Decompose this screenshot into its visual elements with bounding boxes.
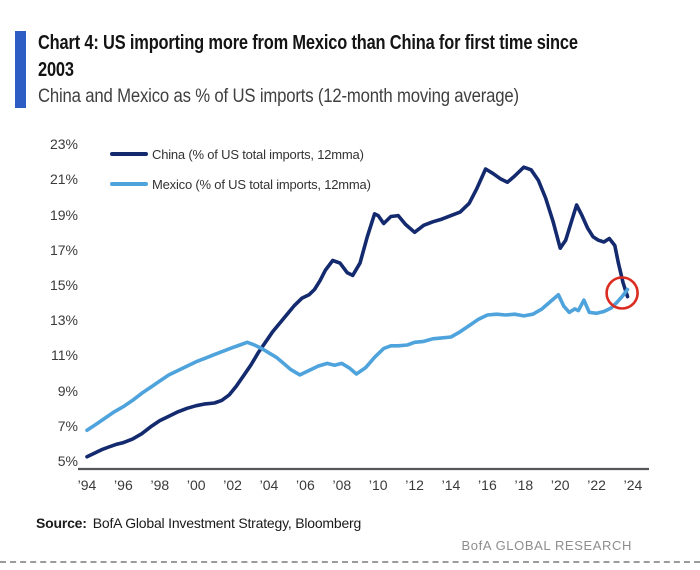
brand-watermark: BofA GLOBAL RESEARCH <box>461 538 632 553</box>
legend-swatch-china <box>110 152 148 156</box>
x-tick-label: ’12 <box>405 477 424 493</box>
x-tick-label: ’08 <box>332 477 352 493</box>
chart-subtitle: China and Mexico as % of US imports (12-… <box>38 86 519 107</box>
y-tick-label: 21% <box>49 171 78 188</box>
y-tick-label: 19% <box>49 206 78 223</box>
x-tick-label: ’06 <box>296 477 315 493</box>
y-tick-label: 17% <box>49 241 78 258</box>
x-tick-label: ’00 <box>186 477 206 493</box>
y-tick-label: 15% <box>49 277 78 293</box>
source-note: Source: BofA Global Investment Strategy, … <box>36 515 361 531</box>
series-line-mexico <box>85 287 630 433</box>
legend-item-mexico: Mexico (% of US total imports, 12mma) <box>110 169 371 199</box>
y-tick-label: 5% <box>57 453 78 469</box>
highlight-circle-annotation <box>605 276 639 310</box>
x-tick-label: ’20 <box>550 477 570 493</box>
accent-bar <box>15 31 26 108</box>
chart-title: Chart 4: US importing more from Mexico t… <box>38 30 578 84</box>
series-line-china <box>85 165 630 459</box>
x-tick-label: ’02 <box>223 477 242 493</box>
source-label: Source: <box>36 515 87 531</box>
x-tick-label: ’94 <box>77 477 97 493</box>
x-tick-label: ’96 <box>114 477 133 493</box>
chart-title-line-1: Chart 4: US importing more from Mexico t… <box>38 32 578 54</box>
y-tick-label: 11% <box>51 347 78 364</box>
x-tick-label: ’14 <box>441 477 461 493</box>
x-tick-label: ’98 <box>150 477 170 493</box>
y-tick-label: 23% <box>49 136 78 153</box>
x-tick-label: ’24 <box>623 477 643 493</box>
x-tick-label: ’22 <box>587 477 606 493</box>
chart-legend: China (% of US total imports, 12mma) Mexi… <box>110 139 371 199</box>
legend-label-china: China (% of US total imports, 12mma) <box>152 146 364 162</box>
x-tick-label: ’16 <box>478 477 497 493</box>
chart-title-line-2: 2003 <box>38 59 74 81</box>
legend-swatch-mexico <box>110 182 148 186</box>
x-tick-label: ’10 <box>368 477 388 493</box>
source-text: BofA Global Investment Strategy, Bloombe… <box>92 515 362 531</box>
legend-item-china: China (% of US total imports, 12mma) <box>110 139 371 169</box>
legend-label-mexico: Mexico (% of US total imports, 12mma) <box>152 176 371 192</box>
y-tick-label: 13% <box>49 312 78 329</box>
x-tick-label: ’04 <box>259 477 279 493</box>
y-tick-label: 7% <box>57 417 78 434</box>
bottom-divider <box>0 561 700 563</box>
x-tick-label: ’18 <box>514 477 534 493</box>
y-tick-label: 9% <box>57 382 78 399</box>
